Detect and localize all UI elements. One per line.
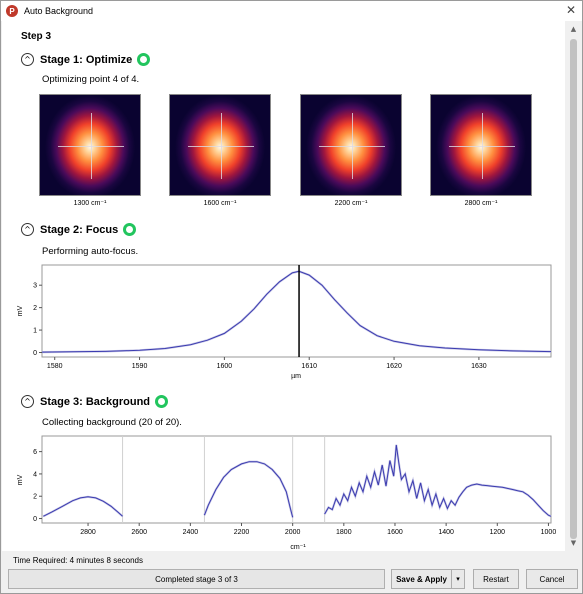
series-line-0 [41, 270, 552, 353]
stage-2-collapse-button[interactable]: ^ [21, 223, 34, 236]
scroll-up-icon[interactable]: ▲ [570, 25, 577, 33]
x-tick-label: 2400 [183, 529, 199, 536]
y-tick-label: 0 [33, 350, 37, 357]
stage-3-complete-icon [155, 395, 169, 408]
x-tick-label: 1000 [541, 529, 557, 536]
optimize-thumbnail-1 [39, 94, 141, 196]
stage-3-header: ^ Stage 3: Background [21, 395, 169, 408]
x-tick-label: 2200 [234, 529, 250, 536]
y-tick-label: 2 [33, 305, 37, 312]
window-title: Auto Background [24, 6, 94, 16]
stage-1-description: Optimizing point 4 of 4. [42, 74, 140, 85]
scroll-down-icon[interactable]: ▼ [570, 539, 577, 547]
focus-chart-frame [41, 264, 552, 358]
stage-1-title: Stage 1: Optimize [40, 53, 133, 66]
thumbnail-label-4: 2800 cm⁻¹ [464, 200, 498, 207]
background-chart-frame [41, 435, 552, 524]
y-tick-label: 6 [33, 449, 37, 456]
thumbnail-label-3: 2200 cm⁻¹ [334, 200, 368, 207]
stage-3-collapse-button[interactable]: ^ [21, 395, 34, 408]
x-tick-label: 1600 [217, 363, 233, 370]
stage-2-complete-icon [123, 223, 137, 236]
x-tick-label: 1400 [438, 529, 454, 536]
x-tick-label: 1620 [386, 363, 402, 370]
y-tick-label: 3 [33, 283, 37, 290]
x-tick-label: 2800 [80, 529, 96, 536]
close-icon[interactable]: ✕ [565, 3, 576, 17]
x-tick-label: 1580 [47, 363, 63, 370]
status-text: Completed stage 3 of 3 [155, 574, 238, 584]
title-bar: P Auto Background ✕ [1, 1, 582, 21]
x-tick-label: 1630 [471, 363, 487, 370]
content-panel: Step 3 ^ Stage 1: Optimize Optimizing po… [2, 21, 565, 551]
x-tick-label: 1200 [489, 529, 505, 536]
optimize-thumbnail-2 [169, 94, 271, 196]
y-tick-label: 0 [33, 516, 37, 523]
background-chart-xlabel: cm⁻¹ [290, 544, 306, 551]
thumbnail-label-2: 1600 cm⁻¹ [203, 200, 237, 207]
cancel-button[interactable]: Cancel [526, 569, 578, 589]
x-tick-label: 1610 [301, 363, 317, 370]
save-apply-dropdown-icon[interactable]: ▾ [451, 569, 465, 589]
x-tick-label: 2000 [285, 529, 301, 536]
status-bar: Completed stage 3 of 3 [8, 569, 385, 589]
stage-2-header: ^ Stage 2: Focus [21, 223, 137, 236]
save-apply-button[interactable]: Save & Apply [391, 569, 451, 589]
stage-1-complete-icon [137, 53, 151, 66]
stage-3-title: Stage 3: Background [40, 395, 151, 408]
focus-chart-xlabel: µm [291, 373, 301, 380]
scrollbar-thumb[interactable] [570, 39, 577, 539]
optimize-thumbnail-4 [430, 94, 532, 196]
stage-3-description: Collecting background (20 of 20). [42, 417, 182, 428]
series-line-2 [324, 444, 552, 517]
optimize-thumbnail-3 [300, 94, 402, 196]
series-line-0 [43, 496, 123, 517]
thumbnail-label-1: 1300 cm⁻¹ [73, 200, 107, 207]
stage-1-header: ^ Stage 1: Optimize [21, 53, 151, 66]
x-tick-label: 1800 [336, 529, 352, 536]
restart-button[interactable]: Restart [473, 569, 519, 589]
y-tick-label: 1 [33, 328, 37, 335]
x-tick-label: 2600 [131, 529, 147, 536]
y-tick-label: 2 [33, 494, 37, 501]
stage-2-description: Performing auto-focus. [42, 246, 139, 257]
stage-1-collapse-button[interactable]: ^ [21, 53, 34, 66]
focus-chart-ylabel: mV [17, 305, 24, 316]
app-icon: P [6, 5, 18, 17]
background-chart-ylabel: mV [17, 474, 24, 485]
x-tick-label: 1600 [387, 529, 403, 536]
y-tick-label: 4 [33, 471, 37, 478]
series-line-1 [203, 461, 294, 518]
step-title: Step 3 [21, 31, 52, 42]
x-tick-label: 1590 [132, 363, 148, 370]
stage-2-title: Stage 2: Focus [40, 223, 119, 236]
focus-chart: 0 1 2 3 1580 1590 1600 1610 1620 1630 mV µm [17, 264, 552, 380]
vertical-scrollbar[interactable]: ▲ ▼ [565, 21, 582, 551]
time-required: Time Required: 4 minutes 8 seconds [13, 556, 143, 565]
background-chart: 0 2 4 6 2800 2600 2400 2200 2000 1800 1600 1400 120… [17, 435, 557, 551]
